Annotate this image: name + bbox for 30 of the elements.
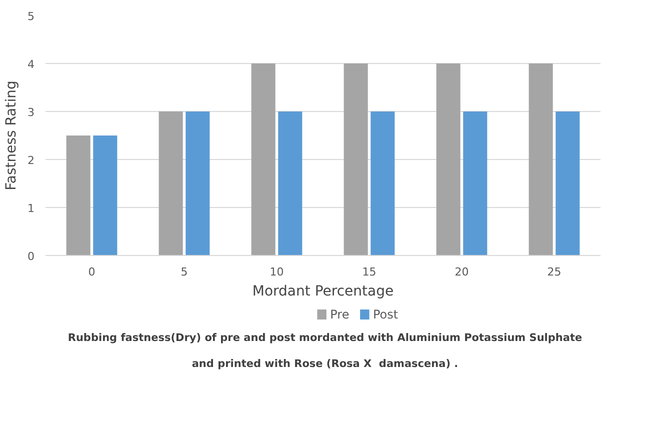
x-tick-label: 20 xyxy=(454,266,469,278)
legend-label: Pre xyxy=(330,308,350,322)
bar xyxy=(436,64,460,256)
text: Rubbing fastness(Dry) of pre and post mordanted with Aluminium Potassium Sulphate xyxy=(68,331,582,346)
x-tick-label: 25 xyxy=(547,266,562,278)
y-tick-label: 1 xyxy=(28,202,34,215)
bar xyxy=(66,136,90,256)
y-tick-label: 4 xyxy=(28,58,34,71)
x-tick-label: 0 xyxy=(88,266,96,278)
y-tick-label: 0 xyxy=(28,250,34,263)
x-tick-label: 15 xyxy=(362,266,376,278)
bar xyxy=(278,112,302,256)
y-tick-label: 5 xyxy=(28,10,34,23)
x-tick-label: 5 xyxy=(180,266,188,278)
y-tick-label: 3 xyxy=(28,106,34,119)
bar xyxy=(370,112,395,256)
x-tick-label: 10 xyxy=(270,266,284,278)
y-tick-label: 2 xyxy=(28,154,34,167)
bar xyxy=(344,64,368,256)
bar xyxy=(528,64,553,256)
bar xyxy=(463,112,488,256)
bar xyxy=(158,112,183,256)
bar xyxy=(251,64,276,256)
x-axis-title: Mordant Percentage xyxy=(252,284,394,300)
bar xyxy=(556,112,580,256)
y-axis-title: Fastness Rating xyxy=(4,80,20,190)
bar xyxy=(93,136,118,256)
text: and printed with Rose (Rosa X damascena) . xyxy=(192,357,458,372)
bar xyxy=(186,112,210,256)
legend-label: Post xyxy=(372,308,398,322)
